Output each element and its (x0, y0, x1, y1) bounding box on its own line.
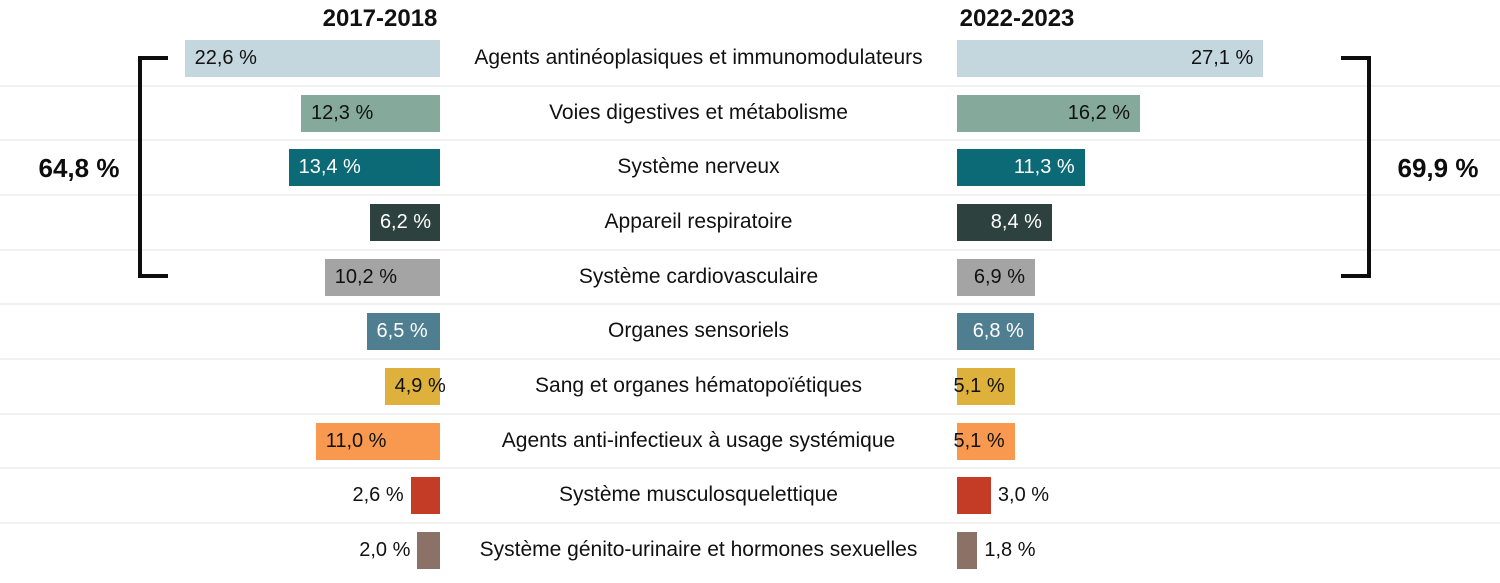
category-label: Organes sensoriels (608, 319, 789, 343)
right-value-label: 5,1 % (953, 374, 1005, 397)
left-value-label: 22,6 % (194, 47, 257, 69)
bar-2022-2023 (957, 149, 1085, 187)
category-label: Système cardiovasculaire (578, 264, 819, 288)
right-value-label: 27,1 % (1190, 47, 1254, 69)
chart-row: 2,0 % Système génito-urinaire et hormone… (0, 523, 1500, 578)
chart-row: 22,6 % Agents antinéoplasiques et immuno… (0, 31, 1500, 86)
chart-row: 13,4 % Système nerveux 11,3 % (0, 140, 1500, 195)
right-value-label: 1,8 % (984, 538, 1036, 561)
left-total-label: 64,8 % (38, 153, 120, 183)
bar-2022-2023 (957, 477, 991, 515)
left-value-label: 10,2 % (334, 265, 397, 288)
category-label: Système génito-urinaire et hormones sexu… (479, 537, 918, 561)
category-label: Système nerveux (617, 155, 780, 179)
row-separator (0, 303, 1500, 306)
row-separator (0, 84, 1500, 87)
chart-row: 10,2 % Système cardiovasculaire 6,9 % (0, 250, 1500, 305)
bar-2022-2023 (957, 531, 978, 569)
left-value-label: 2,6 % (352, 484, 404, 507)
category-label: Agents antinéoplasiques et immunomodulat… (474, 46, 923, 69)
left-total-bracket (138, 56, 168, 278)
category-label: Système musculosquelettique (559, 483, 838, 507)
bar-2017-2018 (301, 94, 440, 132)
left-value-label: 13,4 % (298, 156, 361, 179)
bar-2017-2018 (369, 203, 440, 241)
bar-2017-2018 (324, 258, 440, 296)
bar-2022-2023 (957, 422, 1015, 460)
row-separator (0, 193, 1500, 196)
left-value-label: 12,3 % (311, 101, 374, 124)
left-value-label: 6,2 % (379, 210, 432, 233)
chart-row: 11,0 % Agents anti-infectieux à usage sy… (0, 414, 1500, 469)
row-separator (0, 521, 1500, 524)
bar-2017-2018 (366, 313, 440, 351)
left-value-label: 2,0 % (359, 538, 411, 561)
bar-2022-2023 (957, 40, 1264, 77)
left-value-label: 4,9 % (394, 374, 446, 397)
chart-row: 2,6 % Système musculosquelettique 3,0 % (0, 468, 1500, 523)
chart-row: 6,5 % Organes sensoriels 6,8 % (0, 304, 1500, 359)
category-label: Voies digestives et métabolisme (549, 100, 848, 124)
bar-2022-2023 (957, 313, 1034, 351)
category-label: Agents anti-infectieux à usage systémiqu… (501, 428, 896, 452)
right-value-label: 3,0 % (997, 484, 1050, 507)
right-value-label: 5,1 % (953, 429, 1005, 452)
row-separator (0, 248, 1500, 251)
row-separator (0, 357, 1500, 360)
bar-2022-2023 (957, 258, 1035, 296)
row-separator (0, 467, 1500, 470)
left-value-label: 11,0 % (325, 429, 387, 452)
bar-2017-2018 (417, 531, 440, 569)
left-value-label: 6,5 % (376, 320, 428, 343)
bar-2022-2023 (957, 367, 1015, 405)
right-value-label: 16,2 % (1067, 101, 1131, 124)
bar-2017-2018 (410, 477, 440, 515)
row-separator (0, 139, 1500, 142)
right-value-label: 11,3 % (1013, 156, 1075, 179)
bar-2022-2023 (957, 94, 1141, 132)
bar-2017-2018 (315, 422, 440, 460)
bar-2017-2018 (384, 367, 440, 405)
chart-row: 6,2 % Appareil respiratoire 8,4 % (0, 195, 1500, 250)
category-label: Appareil respiratoire (604, 209, 793, 233)
bar-2017-2018 (288, 149, 440, 187)
row-separator (0, 412, 1500, 415)
chart-row: 4,9 % Sang et organes hématopoïétiques 5… (0, 359, 1500, 414)
right-total-bracket (1341, 56, 1371, 278)
bar-2017-2018 (184, 40, 440, 77)
right-total-label: 69,9 % (1397, 153, 1479, 183)
chart-row: 12,3 % Voies digestives et métabolisme 1… (0, 86, 1500, 141)
bar-2022-2023 (957, 203, 1052, 241)
period-header-left: 2017-2018 (322, 5, 438, 32)
category-label: Sang et organes hématopoïétiques (535, 373, 862, 397)
period-header-right: 2022-2023 (959, 5, 1075, 32)
right-value-label: 8,4 % (990, 210, 1042, 233)
right-value-label: 6,9 % (973, 265, 1025, 288)
right-value-label: 6,8 % (972, 320, 1024, 343)
